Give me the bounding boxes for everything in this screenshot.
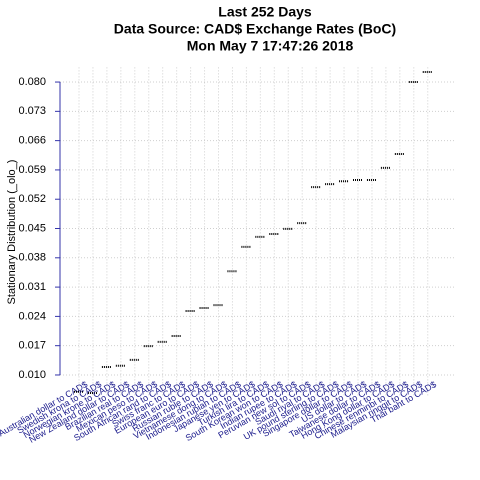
y-tick-label: 0.073 xyxy=(18,105,46,117)
y-tick-label: 0.059 xyxy=(18,164,46,176)
y-tick-label: 0.017 xyxy=(18,340,46,352)
chart-title: Mon May 7 17:47:26 2018 xyxy=(187,38,354,54)
y-tick-label: 0.031 xyxy=(18,281,46,293)
y-tick-label: 0.052 xyxy=(18,193,46,205)
chart-title: Data Source: CAD$ Exchange Rates (BoC) xyxy=(114,21,396,37)
y-tick-label: 0.038 xyxy=(18,252,46,264)
y-tick-label: 0.080 xyxy=(18,76,46,88)
chart-title: Last 252 Days xyxy=(218,4,312,20)
y-tick-label: 0.024 xyxy=(18,310,46,322)
y-tick-label: 0.045 xyxy=(18,222,46,234)
y-axis-label: Stationary Distribution (_olo_) xyxy=(6,160,18,305)
y-tick-label: 0.010 xyxy=(18,369,46,381)
y-tick-label: 0.066 xyxy=(18,135,46,147)
